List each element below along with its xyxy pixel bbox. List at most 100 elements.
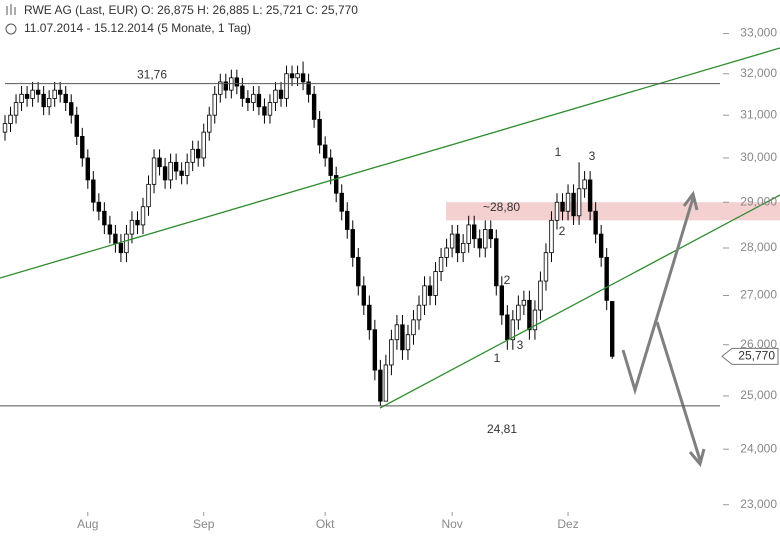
- last-price-badge: [721, 347, 779, 365]
- candle-body: [438, 256, 444, 272]
- candle-body: [273, 89, 278, 104]
- candle-body: [146, 183, 151, 208]
- candle-body: [295, 73, 300, 79]
- candle-body: [124, 233, 129, 254]
- candle-body: [80, 135, 85, 159]
- wave-label: 3: [517, 338, 524, 352]
- candle-body: [69, 102, 74, 116]
- candle-body: [96, 201, 102, 212]
- candle-body: [201, 131, 206, 159]
- chart-title: RWE AG (Last, EUR) O: 26,875 H: 26,885 L…: [24, 3, 358, 17]
- candle-body: [422, 285, 427, 306]
- candle-body: [74, 114, 79, 137]
- wave-label: 1: [555, 145, 562, 159]
- level-label: 24,81: [487, 422, 517, 436]
- candle-body: [471, 224, 477, 240]
- x-tick-label: Nov: [441, 517, 462, 531]
- candle-body: [322, 144, 328, 159]
- candle-body: [113, 233, 118, 244]
- candle-body: [372, 329, 378, 371]
- candle-body: [30, 89, 35, 99]
- candle-body: [383, 364, 389, 402]
- candle-body: [107, 224, 113, 235]
- candle-body: [527, 299, 532, 331]
- candle-body: [560, 201, 565, 212]
- y-tick-label: 26,000: [740, 337, 777, 351]
- candle-body: [212, 93, 217, 116]
- candle-body: [8, 114, 13, 125]
- level-label: 31,76: [137, 68, 167, 82]
- candle-body: [571, 192, 576, 217]
- candle-body: [2, 123, 8, 133]
- y-tick-label: 29,000: [740, 194, 777, 208]
- candle-body: [91, 179, 96, 203]
- candle-body: [333, 175, 339, 194]
- candle-body: [190, 148, 195, 163]
- candle-body: [135, 219, 140, 226]
- candle-body: [223, 81, 228, 91]
- candle-body: [339, 192, 344, 212]
- candle-body: [543, 252, 549, 282]
- wave-label: 2: [504, 273, 511, 287]
- candle-body: [449, 233, 455, 249]
- candle-body: [234, 77, 240, 87]
- candle-body: [444, 247, 449, 258]
- candle-body: [350, 229, 355, 258]
- y-tick-label: 23,000: [740, 497, 777, 511]
- candle-body: [356, 256, 361, 287]
- candle-body: [499, 285, 504, 316]
- y-tick-label: 31,000: [740, 107, 777, 121]
- y-tick-label: 30,000: [740, 150, 777, 164]
- candle-body: [494, 238, 499, 287]
- wave-label: 1: [494, 351, 501, 365]
- candle-body: [455, 233, 460, 254]
- candle-body: [416, 304, 422, 321]
- candle-body: [311, 93, 317, 120]
- header-icon: [6, 4, 16, 15]
- candle-body: [361, 285, 366, 306]
- candle-body: [477, 238, 482, 249]
- candle-body: [184, 161, 190, 176]
- candle-body: [328, 157, 333, 176]
- y-tick-label: 27,000: [740, 288, 777, 302]
- candle-body: [85, 157, 90, 181]
- candle-body: [240, 85, 245, 99]
- candle-body: [521, 299, 527, 306]
- wave-label: 2: [559, 224, 566, 238]
- candle-body: [400, 324, 405, 351]
- zone-label: ~28,80: [483, 200, 520, 214]
- candle-body: [317, 118, 322, 146]
- x-tick-label: Aug: [77, 517, 98, 531]
- candle-body: [35, 89, 41, 95]
- candle-body: [604, 256, 609, 301]
- y-tick-label: 32,000: [740, 66, 777, 80]
- candle-body: [207, 114, 212, 133]
- x-tick-label: Sep: [193, 517, 215, 531]
- candle-body: [532, 309, 538, 331]
- candle-body: [306, 81, 311, 95]
- candle-body: [278, 89, 284, 99]
- candle-body: [576, 188, 582, 217]
- candle-body: [58, 89, 63, 95]
- candle-body: [549, 219, 554, 254]
- candle-body: [554, 201, 560, 221]
- candle-body: [433, 271, 438, 296]
- candle-body: [218, 81, 223, 95]
- trendline: [0, 47, 780, 279]
- candle-body: [565, 192, 571, 212]
- candle-body: [162, 166, 168, 181]
- candle-body: [483, 229, 488, 249]
- candle-body: [505, 314, 510, 341]
- candle-body: [345, 210, 350, 230]
- candle-body: [405, 334, 411, 351]
- candle-body: [46, 98, 52, 108]
- candle-body: [179, 170, 184, 176]
- candle-body: [538, 280, 543, 311]
- candle-body: [118, 242, 124, 254]
- candle-body: [168, 161, 173, 181]
- candle-body: [289, 73, 295, 79]
- candle-body: [284, 73, 289, 99]
- candle-body: [593, 210, 598, 235]
- clock-icon: [5, 23, 17, 35]
- candle-body: [41, 93, 46, 108]
